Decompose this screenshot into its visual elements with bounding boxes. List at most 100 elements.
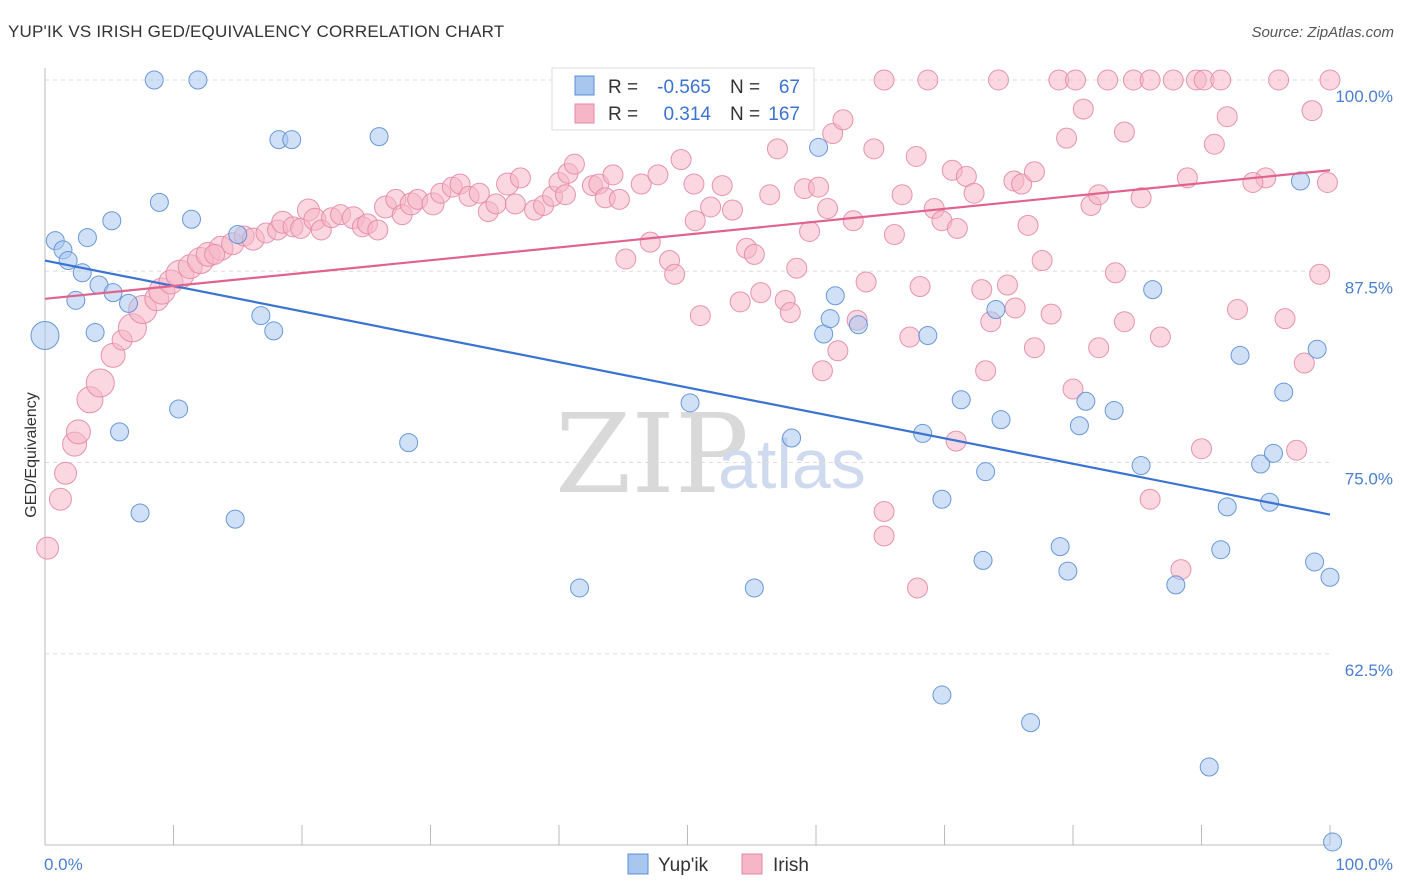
- irish-point-156: [1023, 337, 1045, 359]
- yupik-point-55: [1211, 540, 1231, 560]
- yupik-point-49: [1076, 391, 1096, 411]
- irish-point-157: [1062, 378, 1084, 400]
- yupik-point-37: [918, 326, 938, 346]
- stats-n-label-yupik: N =: [730, 77, 760, 98]
- irish-point-110: [963, 182, 985, 204]
- irish-point-103: [909, 276, 931, 298]
- yupik-point-51: [1131, 456, 1151, 476]
- yupik-point-56: [1217, 497, 1237, 517]
- irish-point-6: [85, 368, 115, 398]
- yupik-point-43: [986, 300, 1006, 319]
- irish-point-88: [799, 220, 821, 242]
- irish-point-94: [842, 210, 864, 232]
- irish-point-65: [615, 248, 637, 270]
- legend-swatch-yupik: [627, 853, 649, 875]
- watermark-zip: ZIP: [555, 390, 749, 518]
- irish-point-134: [1162, 69, 1184, 91]
- irish-point-131: [1130, 187, 1152, 209]
- yupik-point-26: [399, 433, 419, 453]
- y-tick-label-2: 75.0%: [1345, 470, 1393, 489]
- irish-point-116: [1011, 173, 1033, 195]
- yupik-point-27: [570, 578, 590, 598]
- irish-point-47: [468, 182, 490, 204]
- yupik-point-48: [1069, 416, 1089, 436]
- irish-point-135: [1176, 167, 1198, 189]
- irish-point-73: [684, 210, 706, 232]
- yupik-point-63: [1305, 552, 1325, 572]
- irish-point-86: [786, 257, 808, 279]
- irish-point-98: [873, 69, 895, 91]
- irish-point-104: [917, 69, 939, 91]
- irish-point-67: [639, 231, 661, 253]
- irish-point-142: [1274, 308, 1296, 330]
- stats-n-value-yupik: 67: [779, 77, 800, 98]
- irish-point-163: [1226, 299, 1248, 320]
- irish-point-68: [647, 164, 669, 186]
- irish-point-4: [65, 419, 91, 445]
- legend-swatch-irish: [741, 853, 763, 875]
- yupik-point-65: [1320, 567, 1340, 587]
- irish-point-132: [1139, 69, 1161, 91]
- irish-point-164: [1242, 172, 1264, 194]
- yupik-point-33: [820, 309, 840, 329]
- irish-point-81: [750, 282, 772, 304]
- irish-point-89: [808, 176, 830, 198]
- irish-point-124: [1072, 98, 1094, 120]
- yupik-point-40: [951, 390, 971, 410]
- irish-point-58: [554, 184, 576, 206]
- stats-r-value-yupik: -0.565: [657, 77, 711, 98]
- yupik-point-9: [102, 211, 122, 231]
- irish-point-96: [855, 271, 877, 293]
- yupik-point-44: [991, 410, 1011, 430]
- irish-point-139: [1210, 69, 1232, 91]
- irish-point-52: [509, 167, 531, 189]
- yupik-point-52: [1143, 280, 1163, 300]
- stats-box: R = -0.565 N = 67 R = 0.314 N = 167: [551, 67, 815, 131]
- yupik-point-38: [932, 685, 952, 705]
- x-tick-label-min: 0.0%: [44, 855, 83, 874]
- irish-point-101: [899, 326, 921, 348]
- yupik-point-57: [1230, 345, 1250, 365]
- yupik-point-11: [110, 422, 130, 442]
- irish-point-108: [946, 217, 968, 239]
- irish-point-126: [1088, 337, 1110, 359]
- irish-point-2: [54, 461, 78, 485]
- irish-point-93: [832, 109, 854, 131]
- irish-point-127: [1097, 69, 1119, 91]
- yupik-point-16: [169, 399, 189, 419]
- irish-point-143: [1286, 439, 1308, 461]
- irish-point-100: [891, 184, 913, 206]
- irish-point-129: [1113, 121, 1135, 143]
- irish-point-145: [1301, 100, 1323, 122]
- irish-point-92: [827, 340, 849, 362]
- irish-point-77: [721, 199, 743, 221]
- yupik-point-39: [932, 489, 952, 509]
- yupik-point-14: [144, 70, 164, 90]
- stats-n-label-irish: N =: [730, 104, 760, 125]
- legend-label-yupik: Yup'ik: [658, 855, 709, 876]
- irish-point-162: [1191, 438, 1212, 460]
- stats-box-frame: [551, 67, 815, 131]
- irish-point-114: [996, 274, 1018, 296]
- stats-n-value-irish: 167: [768, 104, 800, 125]
- yupik-point-54: [1199, 757, 1219, 777]
- yupik-point-47: [1058, 561, 1078, 581]
- yupik-point-45: [1021, 713, 1041, 733]
- trend-lines: [44, 169, 1331, 516]
- irish-point-80: [743, 243, 765, 265]
- stats-r-value-irish: 0.314: [663, 104, 711, 125]
- x-tick-label-max: 100.0%: [1335, 855, 1393, 874]
- axes: [44, 68, 1331, 846]
- yupik-point-41: [973, 550, 993, 570]
- irish-point-19: [204, 243, 226, 265]
- irish-point-49: [485, 193, 507, 215]
- irish-point-123: [1065, 69, 1087, 91]
- irish-point-72: [683, 173, 705, 195]
- chart-title: YUP'IK VS IRISH GED/EQUIVALENCY CORRELAT…: [8, 22, 505, 41]
- irish-point-51: [504, 193, 526, 215]
- irish-point-1: [48, 487, 72, 511]
- irish-point-146: [1309, 263, 1331, 285]
- yupik-point-34: [825, 286, 845, 306]
- yupik-point-25: [369, 127, 389, 147]
- irish-point-85: [779, 302, 801, 324]
